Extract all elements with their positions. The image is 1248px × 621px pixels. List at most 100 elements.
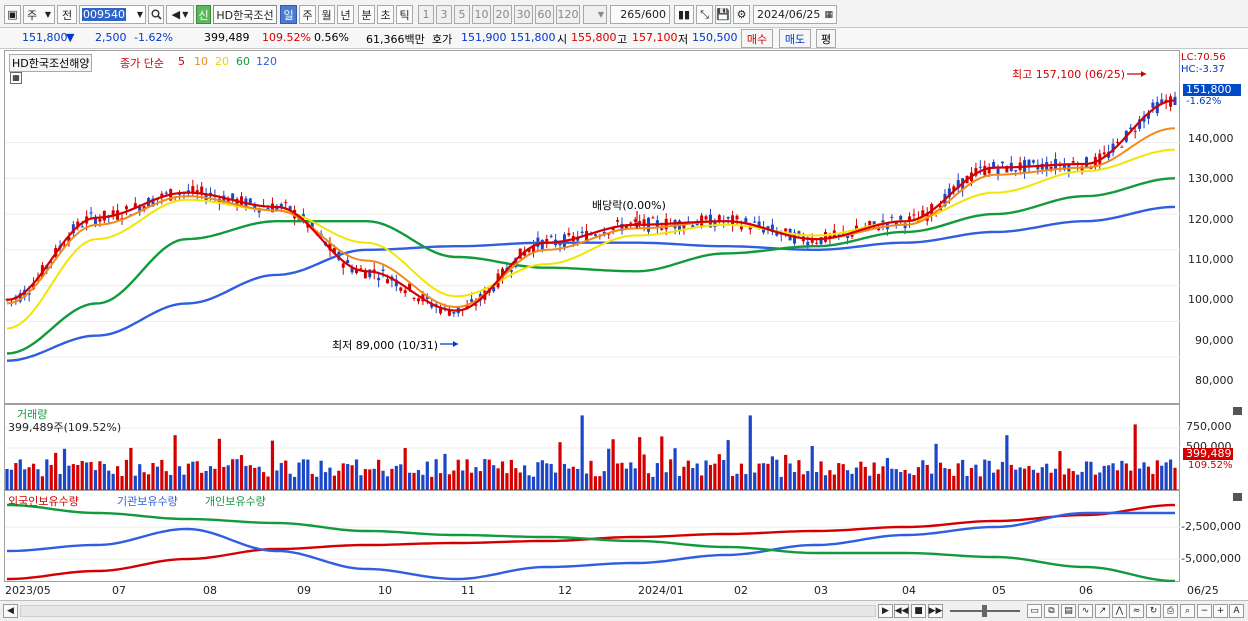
low-annotation: 최저 89,000 (10/31) (332, 339, 439, 352)
fast-forward-icon[interactable]: ▶▶ (928, 604, 943, 618)
volume-bar (461, 470, 465, 491)
compare-icon[interactable]: ▤ (1061, 604, 1076, 618)
stop-icon[interactable]: ■ (911, 604, 926, 618)
rewind-icon[interactable]: ◀◀ (894, 604, 909, 618)
volume-bar (208, 466, 213, 491)
pattern-icon[interactable]: ⋀ (1112, 604, 1127, 618)
candle-body (124, 206, 128, 210)
volume-bar (646, 473, 651, 491)
candle-body (1102, 152, 1106, 155)
date-input[interactable]: 2024/06/25 ▦ (753, 5, 837, 24)
trend-icon[interactable]: ↗ (1095, 604, 1110, 618)
volume-chart-panel[interactable]: 거래량 399,489주(109.52%) (4, 404, 1181, 491)
close-icon[interactable] (1233, 493, 1242, 501)
interval-10[interactable]: 10 (472, 5, 491, 24)
refresh-icon[interactable]: ↻ (1146, 604, 1161, 618)
volume-bar (868, 475, 872, 491)
volume-bar (363, 469, 367, 491)
tab-second[interactable]: 초 (377, 5, 394, 24)
grid-toggle-icon[interactable]: ▦ (10, 72, 22, 84)
tab-week[interactable]: 주 (299, 5, 316, 24)
interval-1[interactable]: 1 (418, 5, 434, 24)
text-size-icon[interactable]: A (1229, 604, 1244, 618)
interval-60[interactable]: 60 (535, 5, 554, 24)
interval-5[interactable]: 5 (454, 5, 470, 24)
interval-3[interactable]: 3 (436, 5, 452, 24)
search-icon[interactable]: ⌕ (1180, 604, 1195, 618)
indicator-icon[interactable]: ∿ (1078, 604, 1093, 618)
holdings-chart-canvas[interactable] (5, 491, 1181, 583)
save-icon[interactable]: 💾 (715, 5, 731, 24)
tab-day[interactable]: 일 (280, 5, 297, 24)
market-select[interactable]: 주 ▼ (23, 5, 55, 24)
interval-120[interactable]: 120 (556, 5, 580, 24)
volume-bar (31, 463, 36, 491)
candle-type-icon[interactable]: ▮▮ (674, 5, 694, 24)
volume-bar (735, 473, 739, 491)
candle-body (67, 236, 71, 243)
candle-body (1027, 159, 1031, 168)
volume-bar (589, 460, 593, 491)
buy-button[interactable]: 매수 (741, 29, 773, 48)
price-chart-canvas[interactable] (5, 51, 1181, 405)
tab-tick[interactable]: 틱 (396, 5, 413, 24)
close-icon[interactable] (1233, 407, 1242, 415)
candle-body (1138, 119, 1142, 129)
volume-bar (797, 460, 801, 491)
tab-minute[interactable]: 분 (358, 5, 375, 24)
search-icon[interactable] (148, 5, 164, 24)
volume-last-tag-value: 399,489 (1186, 447, 1232, 460)
print-icon[interactable]: ⎙ (1163, 604, 1178, 618)
scroll-left-icon[interactable]: ◀ (3, 604, 18, 618)
high-annotation: 최고 157,100 (06/25) (1012, 68, 1126, 81)
evaluate-button[interactable]: 평 (816, 29, 836, 48)
low-arrow-head (453, 341, 458, 347)
horizontal-scrollbar[interactable] (20, 605, 876, 617)
volume-bar (801, 474, 805, 491)
gear-icon[interactable]: ⚙ (733, 5, 750, 24)
zoom-out-icon[interactable]: − (1197, 604, 1212, 618)
draw-line-icon[interactable]: ⤡ (696, 5, 713, 24)
scroll-right-icon[interactable]: ▶ (878, 604, 893, 618)
candle-body (111, 210, 115, 217)
interval-30[interactable]: 30 (514, 5, 533, 24)
volume-bar (5, 468, 9, 491)
volume-bar (753, 472, 757, 491)
volume-bar (80, 460, 84, 491)
stock-code-input[interactable]: 009540 ▼ (79, 5, 146, 24)
tab-year-label: 년 (340, 8, 351, 22)
interval-20[interactable]: 20 (493, 5, 512, 24)
candle-body (806, 241, 810, 246)
wave-icon[interactable]: ≈ (1129, 604, 1144, 618)
prev-button[interactable]: 전 (57, 5, 77, 24)
speaker-icon[interactable]: ◀ ▼ (166, 5, 194, 24)
count-input[interactable]: 265/600 (610, 5, 670, 24)
layout-icon[interactable]: ▭ (1027, 604, 1042, 618)
candle-body (191, 186, 195, 194)
price-chart-panel[interactable]: HD한국조선해양 종가 단순 5 10 20 60 120 ▦ 최고 157,1… (4, 50, 1181, 405)
sell-button[interactable]: 매도 (779, 29, 811, 48)
candle-body (408, 283, 412, 290)
zoom-in-icon[interactable]: + (1213, 604, 1228, 618)
volume-bar (925, 464, 929, 491)
volume-bar (651, 476, 655, 491)
window-icon[interactable]: ▣ (4, 5, 21, 24)
candle-body (1014, 170, 1018, 172)
interval-custom-select[interactable]: ▼ (583, 5, 607, 24)
holdings-chart-panel[interactable]: 외국인보유수량 기관보유수량 개인보유수량 (4, 490, 1181, 583)
tab-year[interactable]: 년 (337, 5, 354, 24)
count-max: /600 (641, 8, 666, 21)
zoom-slider-handle[interactable] (982, 605, 987, 617)
candle-body (138, 206, 142, 213)
candle-body (974, 168, 978, 176)
copy-icon[interactable]: ⧉ (1044, 604, 1059, 618)
tab-month[interactable]: 월 (318, 5, 335, 24)
candle-body (1031, 160, 1035, 163)
stock-name-field[interactable]: HD한국조선 (213, 5, 277, 24)
candle-body (1005, 166, 1009, 173)
volume-bar (1124, 463, 1128, 491)
candle-body (1085, 157, 1089, 168)
candle-body (784, 228, 788, 232)
volume-chart-canvas[interactable] (5, 405, 1181, 491)
interval-120-label: 120 (557, 8, 579, 21)
